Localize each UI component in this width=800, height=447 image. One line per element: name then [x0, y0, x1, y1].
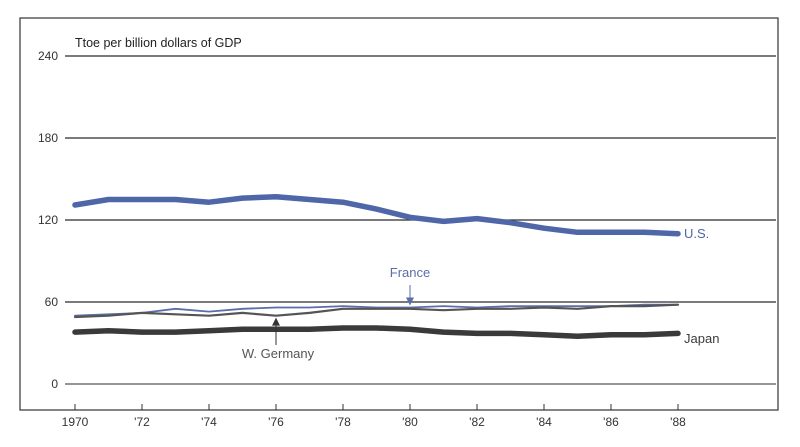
x-tick-label-1974: '74	[201, 415, 217, 429]
y-tick-label-240: 240	[38, 49, 58, 63]
series-line-france	[74, 303, 679, 317]
x-tick-label-1978: '78	[335, 415, 351, 429]
y-tick-label-180: 180	[38, 131, 58, 145]
y-tick-label-0: 0	[51, 377, 58, 391]
x-axis-ticks: 1970 '72 '74 '76 '78 '80 '82 '84 '86 '88	[62, 404, 686, 429]
y-tick-label-60: 60	[45, 295, 59, 309]
x-tick-label-1986: '86	[603, 415, 619, 429]
x-tick-label-1982: '82	[469, 415, 485, 429]
w-germany-callout-arrow	[272, 317, 280, 326]
series-line-japan	[72, 325, 681, 339]
series-line-u-s	[72, 194, 681, 237]
x-tick-label-1976: '76	[268, 415, 284, 429]
x-tick-label-1984: '84	[536, 415, 552, 429]
series-label-w-germany: W. Germany	[242, 346, 315, 361]
series-label-u-s: U.S.	[684, 226, 709, 241]
series-label-japan: Japan	[684, 331, 719, 346]
y-axis-ticks: 0 60 120 180 240	[38, 49, 58, 391]
france-callout-arrow	[406, 297, 414, 306]
series-lines	[72, 194, 681, 339]
x-tick-label-1972: '72	[134, 415, 150, 429]
plot-frame	[19, 17, 779, 411]
x-tick-label-1980: '80	[402, 415, 418, 429]
series-line-w-germany	[73, 303, 680, 319]
x-tick-label-1970: 1970	[62, 415, 89, 429]
y-tick-label-120: 120	[38, 213, 58, 227]
y-axis-label: Ttoe per billion dollars of GDP	[75, 36, 242, 50]
x-tick-label-1988: '88	[670, 415, 686, 429]
label-callouts	[272, 285, 414, 345]
series-labels: U.S. France W. Germany Japan	[242, 226, 720, 361]
series-label-france: France	[390, 265, 430, 280]
